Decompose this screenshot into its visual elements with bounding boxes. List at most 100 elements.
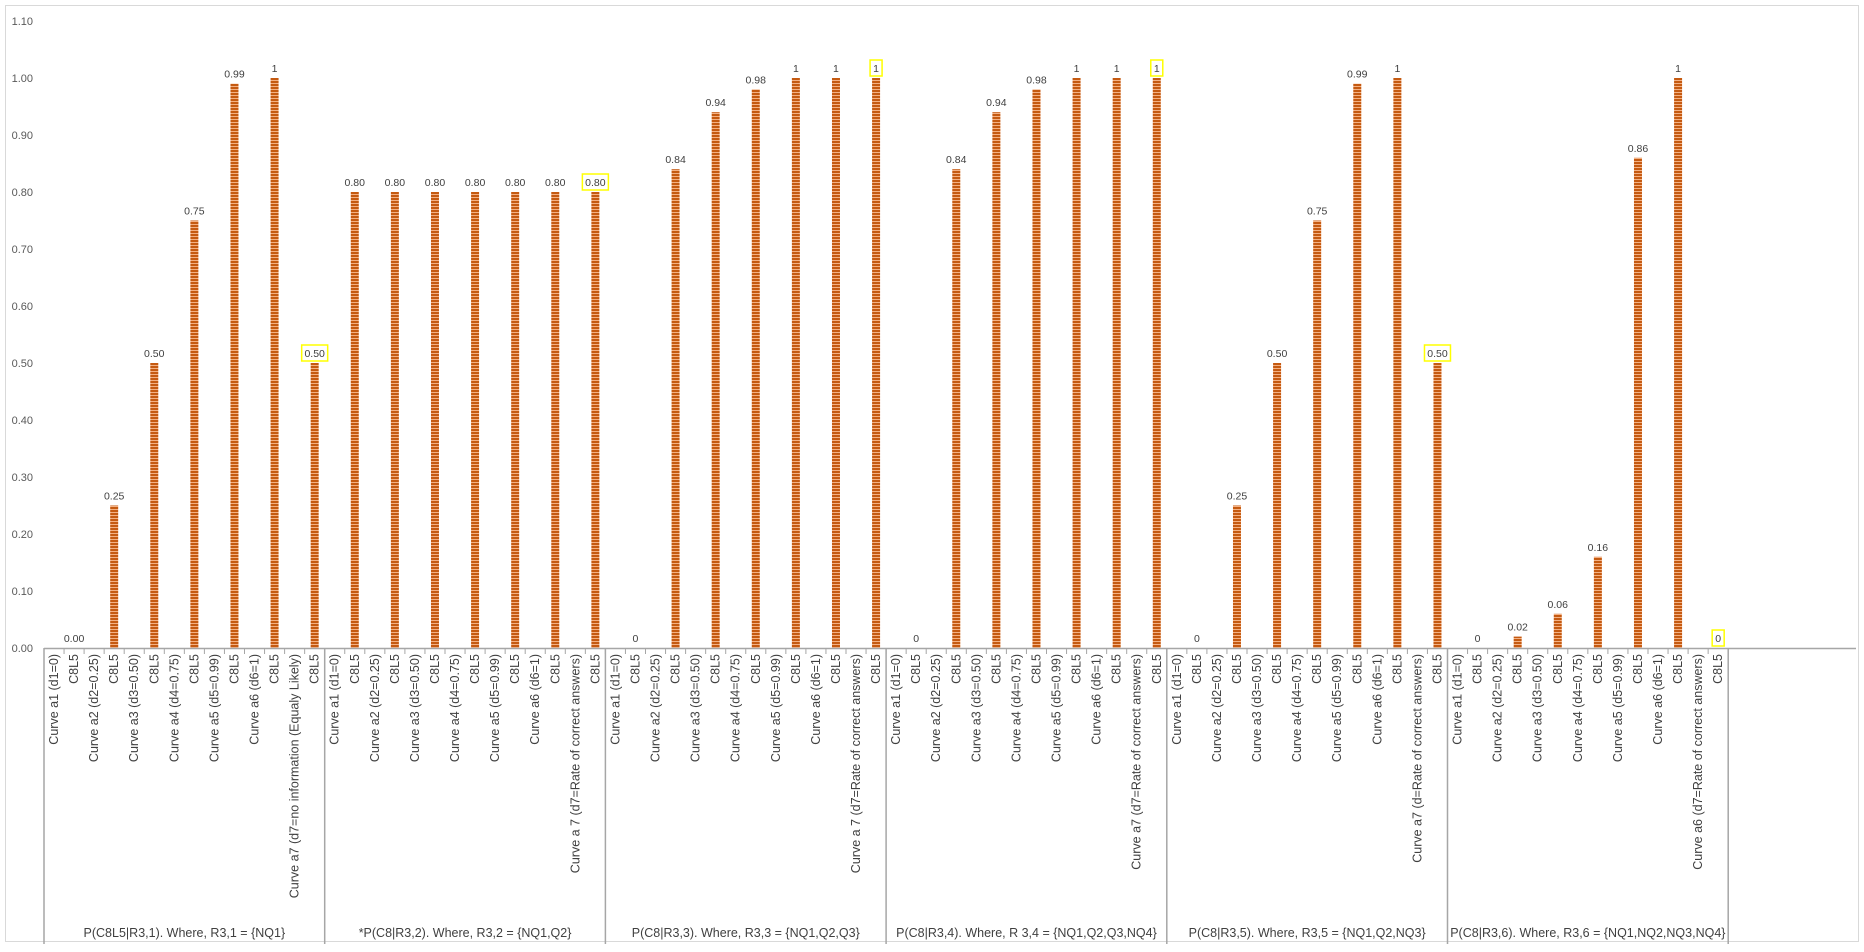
bar-data-label: 1 <box>1154 63 1160 75</box>
curve-category-label: Curve a1 (d1=0) <box>608 654 622 745</box>
bar-data-label: 1 <box>793 63 799 75</box>
bar-data-label: 0.75 <box>184 206 205 218</box>
highlight-box <box>869 59 883 77</box>
bar <box>1232 505 1241 648</box>
curve-category-label: Curve a6 (d6=1) <box>809 654 823 745</box>
curve-category-label: Curve a1 (d1=0) <box>328 654 342 745</box>
curve-category-label: Curve a6 (d6=1) <box>1651 654 1665 745</box>
bar <box>270 78 279 648</box>
bar-data-label: 0.94 <box>705 97 726 109</box>
y-tick-label: 0.60 <box>12 301 33 313</box>
curve-category-label: Curve a4 (d4=0.75) <box>1009 654 1023 762</box>
series-category-label: C8L5 <box>107 654 121 684</box>
bar <box>551 192 560 648</box>
series-category-label: C8L5 <box>1511 654 1525 684</box>
bar <box>1313 220 1322 648</box>
y-tick-label: 0.50 <box>12 358 33 370</box>
curve-category-label: Curve a6 (d6=1) <box>1090 654 1104 745</box>
series-category-label: C8L5 <box>1551 654 1565 684</box>
highlight-box <box>300 344 329 362</box>
curve-category-label: Curve a6 (d6=1) <box>248 654 262 745</box>
curve-category-label: Curve a1 (d1=0) <box>1451 654 1465 745</box>
bar-data-label: 0.98 <box>1026 74 1047 86</box>
bar <box>190 220 199 648</box>
y-tick-label: 0.20 <box>12 529 33 541</box>
bar <box>591 192 600 648</box>
group-label: P(C8|R3,4). Where, R 3,4 = {NQ1,Q2,Q3,NQ… <box>896 926 1157 940</box>
series-category-label: C8L5 <box>709 654 723 684</box>
bar-data-label: 0.50 <box>1427 348 1448 360</box>
curve-category-label: Curve a7 (d7=Rate of correct answers) <box>1130 654 1144 870</box>
highlight-box <box>1711 629 1725 647</box>
bar <box>1674 78 1683 648</box>
curve-category-label: Curve a4 (d4=0.75) <box>448 654 462 762</box>
curve-category-label: Curve a5 (d5=0.99) <box>207 654 221 762</box>
curve-category-label: Curve a4 (d4=0.75) <box>1571 654 1585 762</box>
bar <box>992 112 1001 648</box>
bar-data-label: 0.80 <box>545 177 566 189</box>
bar-data-label: 0.80 <box>505 177 526 189</box>
bar <box>751 89 760 648</box>
curve-category-label: Curve a3 (d3=0.50) <box>1531 654 1545 762</box>
group-label: *P(C8|R3,2). Where, R3,2 = {NQ1,Q2} <box>359 926 572 940</box>
bar-data-label: 0.50 <box>144 348 165 360</box>
bar-data-label: 0.84 <box>946 154 967 166</box>
curve-category-label: Curve a5 (d5=0.99) <box>1611 654 1625 762</box>
bar-data-label: 0.99 <box>1347 69 1368 81</box>
highlight-box <box>581 173 610 191</box>
chart-border <box>5 5 1859 942</box>
bar <box>831 78 840 648</box>
bar-data-label: 0.50 <box>1267 348 1288 360</box>
series-category-label: C8L5 <box>187 654 201 684</box>
series-category-label: C8L5 <box>508 654 522 684</box>
series-category-label: C8L5 <box>1270 654 1284 684</box>
curve-category-label: Curve a4 (d4=0.75) <box>167 654 181 762</box>
series-category-label: C8L5 <box>468 654 482 684</box>
series-category-label: C8L5 <box>669 654 683 684</box>
series-category-label: C8L5 <box>869 654 883 684</box>
series-category-label: C8L5 <box>1230 654 1244 684</box>
curve-category-label: Curve a3 (d3=0.50) <box>127 654 141 762</box>
curve-category-label: Curve a2 (d2=0.25) <box>87 654 101 762</box>
series-category-label: C8L5 <box>268 654 282 684</box>
curve-category-label: Curve a6 (d6=1) <box>528 654 542 745</box>
bar <box>1072 78 1081 648</box>
bar <box>1513 636 1522 648</box>
bar-data-label: 0.80 <box>345 177 366 189</box>
series-category-label: C8L5 <box>628 654 642 684</box>
x-axis: Curve a1 (d1=0) C8L5 Curve a2 (d2=0.25) C8L… <box>43 647 1856 944</box>
bar-data-label: 0 <box>1715 633 1721 645</box>
group-label: P(C8L5|R3,1). Where, R3,1 = {NQ1} <box>84 926 286 940</box>
bar-data-label: 1 <box>1394 63 1400 75</box>
bar-data-label: 0.98 <box>746 74 767 86</box>
group-label: P(C8|R3,5). Where, R3,5 = {NQ1,Q2,NQ3} <box>1189 926 1426 940</box>
bar-data-label: 1 <box>873 63 879 75</box>
curve-category-label: Curve a7 (d=Rate of correct answers) <box>1410 654 1424 863</box>
bar-data-label: 0.50 <box>304 348 325 360</box>
bar-data-label: 0.25 <box>1227 491 1248 503</box>
curve-category-label: Curve a2 (d2=0.25) <box>1491 654 1505 762</box>
bar <box>471 192 480 648</box>
bar <box>1032 89 1041 648</box>
curve-category-label: Curve a2 (d2=0.25) <box>368 654 382 762</box>
bar-data-label: 0.80 <box>585 177 606 189</box>
bar-data-label: 1 <box>1074 63 1080 75</box>
curve-category-label: Curve a 7 (d7=Rate of correct answers) <box>849 654 863 873</box>
bar <box>230 83 239 648</box>
bar <box>350 192 359 648</box>
series-category-label: C8L5 <box>949 654 963 684</box>
bar-data-label: 0.94 <box>986 97 1007 109</box>
series-category-label: C8L5 <box>829 654 843 684</box>
series-category-label: C8L5 <box>388 654 402 684</box>
series-category-label: C8L5 <box>1471 654 1485 684</box>
bar-data-label: 1 <box>1675 63 1681 75</box>
bar <box>671 169 680 648</box>
bar-data-label: 0 <box>1194 633 1200 645</box>
bar <box>1553 613 1562 648</box>
bar-data-label: 0.80 <box>385 177 406 189</box>
curve-category-label: Curve a3 (d3=0.50) <box>689 654 703 762</box>
series-category-label: C8L5 <box>749 654 763 684</box>
series-category-label: C8L5 <box>67 654 81 684</box>
curve-category-label: Curve a1 (d1=0) <box>47 654 61 745</box>
